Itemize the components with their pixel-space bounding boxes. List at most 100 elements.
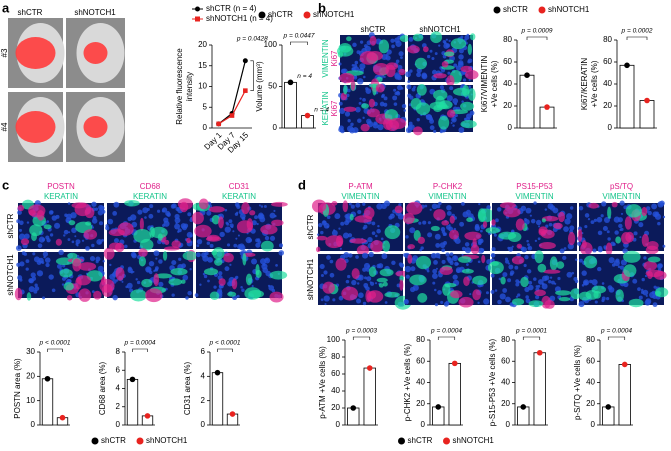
cell: [359, 63, 366, 70]
cell: [430, 252, 437, 259]
tumor: [83, 116, 108, 138]
row-label: shCTR: [306, 214, 315, 239]
cell: [374, 282, 378, 285]
stain: [145, 288, 163, 303]
cell: [251, 258, 258, 265]
cell: [541, 283, 548, 290]
cell: [459, 221, 465, 227]
cell: [453, 63, 458, 68]
stain: [534, 289, 546, 297]
cell: [187, 290, 192, 296]
annotation: p = 0.0001: [515, 328, 547, 335]
cell: [97, 265, 104, 272]
cell: [166, 212, 171, 217]
cell: [391, 260, 396, 265]
cell: [633, 231, 638, 236]
stain: [623, 250, 641, 263]
cell: [427, 54, 431, 59]
y-axis-label: p-S/TQ +Ve cells (%): [573, 345, 582, 420]
cell: [194, 293, 199, 297]
cell: [357, 78, 364, 85]
cell: [464, 118, 467, 121]
cell: [527, 243, 530, 247]
cell: [342, 232, 350, 239]
cell: [614, 230, 619, 235]
cell: [206, 241, 211, 245]
cell: [638, 295, 643, 300]
cell: [37, 243, 43, 248]
cell: [446, 95, 453, 102]
stain: [468, 88, 476, 101]
stain: [130, 289, 147, 302]
stain: [194, 224, 212, 238]
annotation: p = 0.0004: [124, 340, 156, 347]
cell: [229, 263, 232, 266]
cell: [236, 204, 241, 209]
stain: [78, 262, 97, 271]
row-label: Ki67: [330, 100, 339, 117]
cell: [409, 286, 416, 293]
column-label: VIMENTIN: [515, 192, 553, 201]
cell: [102, 260, 105, 263]
cell: [323, 222, 330, 229]
cell: [112, 211, 118, 216]
panel-label: a: [2, 0, 10, 15]
cell: [383, 96, 388, 101]
column-label: shNOTCH1: [74, 8, 116, 17]
stain: [467, 43, 473, 56]
stain: [59, 268, 73, 278]
cell: [235, 237, 238, 240]
cell: [158, 281, 164, 287]
annotation: p = 0.0428: [236, 36, 268, 43]
stain: [171, 240, 182, 249]
cell: [113, 238, 119, 244]
stain: [433, 89, 448, 101]
y-tick-label: 80: [501, 335, 510, 344]
stain: [365, 289, 372, 303]
cell: [364, 276, 368, 280]
column-label: PS15-P53: [516, 182, 553, 191]
legend-label: shNOTCH1 (n = 4): [206, 14, 273, 23]
cell: [445, 43, 451, 48]
cell: [357, 118, 362, 123]
cell: [563, 247, 567, 250]
column-label: POSTN: [47, 182, 75, 191]
cell: [362, 267, 367, 272]
column-label: KERATIN: [44, 192, 78, 201]
stain: [212, 247, 225, 260]
stain: [407, 254, 413, 264]
stain: [407, 244, 415, 250]
stain: [68, 220, 76, 226]
stain: [249, 210, 256, 216]
cell: [658, 263, 663, 269]
stain: [647, 256, 661, 263]
cell: [416, 118, 420, 122]
cell: [632, 278, 638, 284]
stain: [26, 292, 32, 301]
cell: [433, 260, 438, 265]
cell: [445, 38, 448, 41]
stain: [269, 291, 284, 303]
cell: [639, 236, 642, 239]
stain: [472, 275, 488, 286]
cell: [436, 204, 441, 209]
bar: [363, 367, 376, 426]
stain: [450, 38, 467, 50]
cell: [657, 201, 664, 208]
cell: [17, 210, 22, 215]
stain: [186, 237, 191, 244]
stain: [558, 211, 565, 223]
cell: [467, 60, 471, 64]
cell: [655, 211, 659, 216]
stain: [415, 255, 432, 270]
cell: [602, 226, 608, 232]
cell: [619, 265, 625, 270]
y-tick-label: 20: [198, 40, 207, 49]
cell: [329, 259, 334, 264]
bar: [126, 378, 139, 426]
bracket: [522, 336, 541, 340]
cell: [338, 127, 344, 133]
stain: [378, 283, 384, 288]
column-label: KERATIN: [133, 192, 167, 201]
cell: [316, 233, 320, 236]
